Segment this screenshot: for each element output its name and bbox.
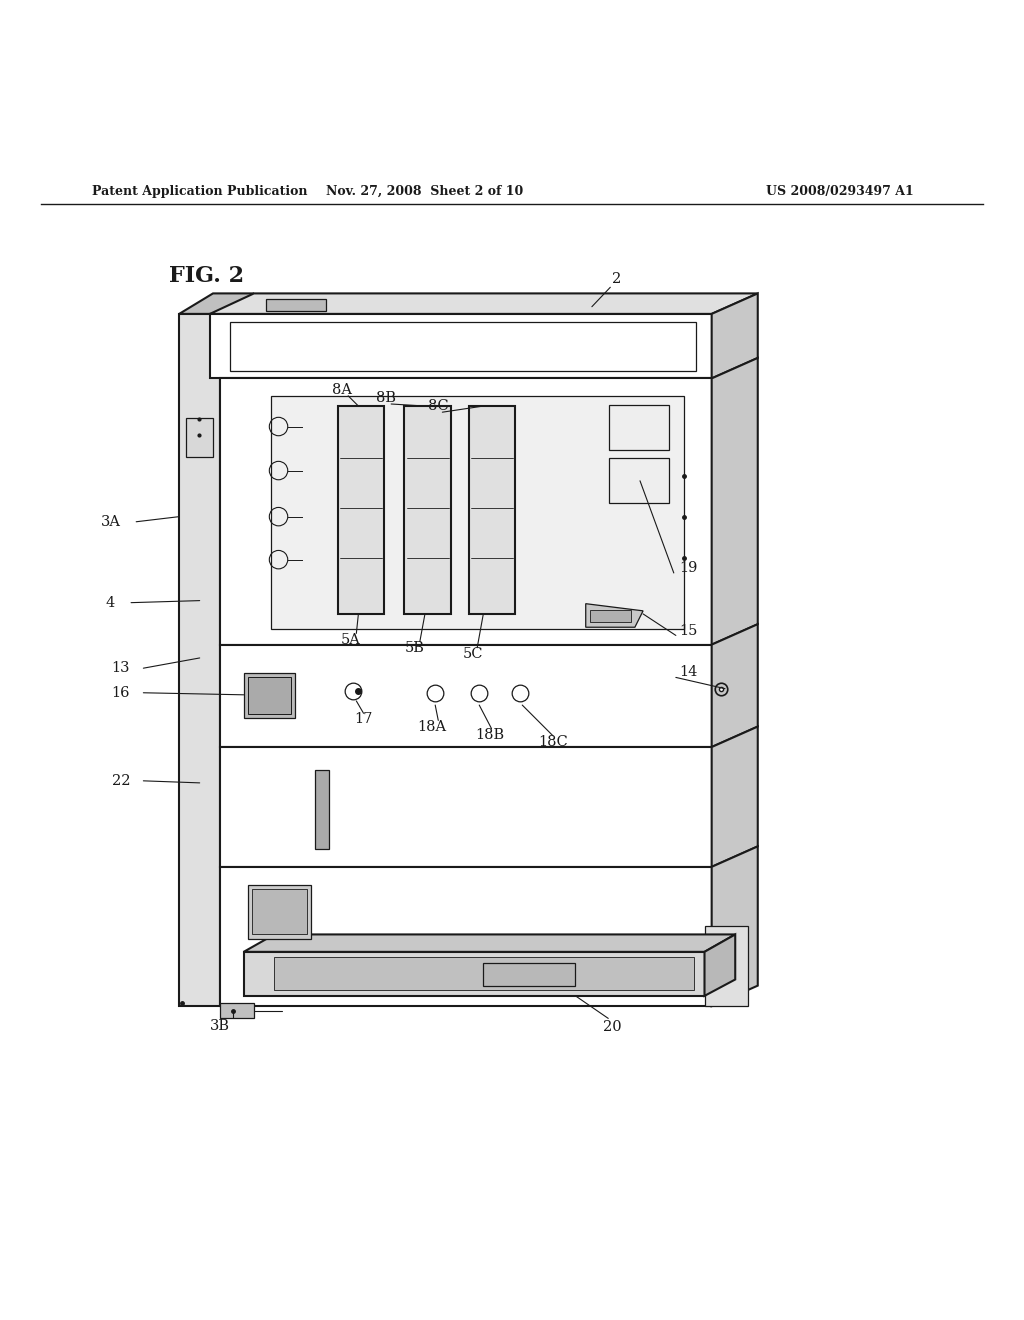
Polygon shape xyxy=(220,379,712,644)
Text: 19: 19 xyxy=(679,561,697,574)
Polygon shape xyxy=(271,396,684,630)
Text: 13: 13 xyxy=(112,661,130,676)
Bar xyxy=(609,405,669,450)
Polygon shape xyxy=(274,957,694,990)
Text: 18A: 18A xyxy=(418,719,446,734)
Text: Patent Application Publication: Patent Application Publication xyxy=(92,185,307,198)
Polygon shape xyxy=(179,293,254,314)
Text: 14: 14 xyxy=(679,665,697,680)
Text: 22: 22 xyxy=(112,774,130,788)
Text: 5A: 5A xyxy=(340,632,360,647)
Polygon shape xyxy=(586,603,643,627)
Polygon shape xyxy=(210,293,758,314)
Bar xyxy=(248,677,291,714)
Bar xyxy=(609,458,669,503)
Text: Nov. 27, 2008  Sheet 2 of 10: Nov. 27, 2008 Sheet 2 of 10 xyxy=(327,185,523,198)
Text: 3A: 3A xyxy=(100,515,121,529)
Polygon shape xyxy=(220,1003,254,1019)
Text: 18C: 18C xyxy=(538,735,568,748)
Polygon shape xyxy=(705,927,748,1006)
Bar xyxy=(266,298,326,310)
Polygon shape xyxy=(705,935,735,995)
Polygon shape xyxy=(712,624,758,747)
Polygon shape xyxy=(712,726,758,867)
Bar xyxy=(186,418,213,457)
Text: US 2008/0293497 A1: US 2008/0293497 A1 xyxy=(766,185,913,198)
Bar xyxy=(244,673,295,718)
Polygon shape xyxy=(220,747,712,867)
Bar xyxy=(315,770,329,850)
Text: 5C: 5C xyxy=(463,647,483,661)
Text: 15: 15 xyxy=(679,624,697,639)
Polygon shape xyxy=(469,407,515,614)
Text: 16: 16 xyxy=(112,686,130,700)
Polygon shape xyxy=(338,407,384,614)
Polygon shape xyxy=(220,644,712,747)
Bar xyxy=(230,322,696,371)
Text: 17: 17 xyxy=(354,713,373,726)
Bar xyxy=(483,964,575,986)
Text: 3B: 3B xyxy=(210,1019,230,1032)
Bar xyxy=(248,886,311,939)
Polygon shape xyxy=(404,407,451,614)
Polygon shape xyxy=(210,314,712,379)
Polygon shape xyxy=(244,935,735,952)
Text: FIG. 2: FIG. 2 xyxy=(169,265,244,286)
Text: 5B: 5B xyxy=(404,640,425,655)
Polygon shape xyxy=(220,867,712,1006)
Text: 18B: 18B xyxy=(475,727,504,742)
Polygon shape xyxy=(179,314,220,1006)
Bar xyxy=(590,610,631,622)
Polygon shape xyxy=(712,293,758,379)
Polygon shape xyxy=(712,846,758,1006)
Text: 2: 2 xyxy=(611,272,622,286)
Text: 4: 4 xyxy=(105,595,116,610)
Polygon shape xyxy=(712,358,758,644)
Text: 20: 20 xyxy=(603,1019,622,1034)
Bar xyxy=(252,890,307,935)
Text: 8A: 8A xyxy=(332,383,352,397)
Text: 8B: 8B xyxy=(376,391,396,405)
Polygon shape xyxy=(244,952,705,995)
Text: 8C: 8C xyxy=(428,399,449,413)
